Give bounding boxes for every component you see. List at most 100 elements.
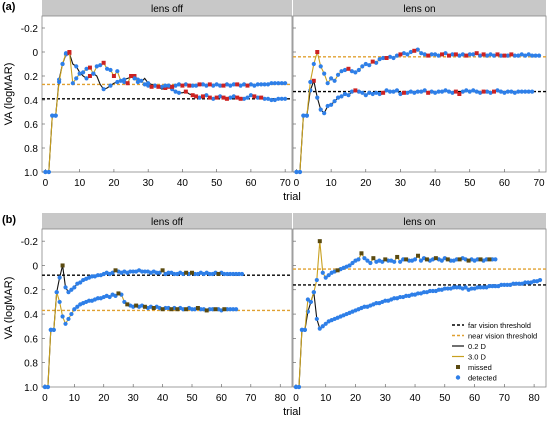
x-tick-label: 50 <box>464 178 476 189</box>
detected-point <box>72 285 77 290</box>
detected-point <box>241 96 247 101</box>
missed-point <box>346 66 351 71</box>
detected-point <box>394 88 400 93</box>
missed-point <box>151 306 156 310</box>
detected-point <box>325 103 330 109</box>
detected-point <box>523 89 528 94</box>
legend-label-detected: detected <box>468 374 497 383</box>
detected-point <box>443 51 448 56</box>
detected-point <box>464 88 469 93</box>
missed-point <box>371 256 376 261</box>
detected-point <box>484 53 490 58</box>
detected-point <box>367 90 372 95</box>
detected-point <box>362 256 367 261</box>
missed-point <box>235 95 240 100</box>
detected-point <box>320 324 325 329</box>
missed-point <box>453 52 458 57</box>
missed-point <box>142 304 147 309</box>
detected-point <box>146 83 151 88</box>
detected-point <box>329 76 334 81</box>
detected-point <box>511 281 516 286</box>
facet-strip <box>293 213 546 229</box>
detected-point <box>363 93 368 98</box>
y-tick-label: -0.2 <box>21 237 39 248</box>
missed-point <box>129 74 134 78</box>
missed-point <box>464 53 469 58</box>
missed-point <box>492 89 497 94</box>
detected-point <box>360 90 365 95</box>
detected-point <box>467 52 472 57</box>
missed-point <box>180 83 185 88</box>
legend-box <box>449 318 545 384</box>
detected-point <box>57 79 62 85</box>
detected-point <box>498 53 504 58</box>
missed-point <box>197 82 202 87</box>
y-tick-label: 0.4 <box>24 96 38 107</box>
detected-point <box>377 57 382 62</box>
x-tick-label: 0 <box>42 393 48 404</box>
y-tick-label: 0.2 <box>24 286 38 297</box>
detected-point <box>405 90 410 95</box>
detected-point <box>297 169 303 175</box>
missed-point <box>113 268 118 273</box>
missed-point <box>214 95 219 100</box>
missed-point <box>213 307 218 312</box>
detected-point <box>265 82 271 87</box>
detected-point <box>320 270 325 275</box>
detected-point <box>481 285 486 290</box>
x-tick-label: 20 <box>360 178 372 189</box>
detected-point <box>296 384 302 390</box>
detected-point <box>183 82 188 87</box>
detected-point <box>236 271 242 277</box>
detected-point <box>439 89 445 94</box>
missed-point <box>224 96 229 101</box>
missed-point <box>200 94 205 99</box>
detected-point <box>225 271 230 277</box>
legend-swatch <box>455 375 461 380</box>
detected-point <box>262 96 267 101</box>
detected-point <box>302 327 308 332</box>
detected-point <box>398 259 403 264</box>
detected-point <box>509 89 514 94</box>
missed-point <box>134 303 139 308</box>
detected-point <box>228 83 233 88</box>
missed-point <box>252 94 257 99</box>
detected-point <box>98 63 103 68</box>
detected-point <box>408 49 413 55</box>
x-tick-label: 10 <box>74 178 86 189</box>
detected-point <box>139 269 145 274</box>
detected-point <box>173 89 178 94</box>
detected-point <box>308 299 313 305</box>
detected-point <box>454 285 459 290</box>
detected-point <box>443 88 448 93</box>
x-axis-label: trial <box>283 406 301 418</box>
detected-point <box>460 52 465 57</box>
detected-point <box>315 95 320 100</box>
detected-point <box>63 285 68 290</box>
detected-point <box>91 71 96 76</box>
detected-point <box>231 94 236 99</box>
detected-point <box>429 89 434 94</box>
detected-point <box>370 91 375 97</box>
detected-point <box>488 52 493 57</box>
detected-point <box>241 82 247 87</box>
x-tick-label: 30 <box>395 178 407 189</box>
detected-point <box>69 287 74 292</box>
detected-point <box>490 284 495 289</box>
detected-point <box>408 89 413 94</box>
detected-point <box>265 96 271 101</box>
detected-point <box>86 298 92 303</box>
detected-point <box>214 82 219 87</box>
x-tick-label: 70 <box>499 393 511 404</box>
detected-point <box>498 89 504 94</box>
detected-point <box>356 89 361 94</box>
detected-point <box>530 53 535 58</box>
missed-point <box>495 52 500 57</box>
detected-point <box>115 69 120 74</box>
missed-point <box>87 74 92 78</box>
detected-point <box>77 71 82 76</box>
missed-point <box>445 257 450 262</box>
detected-point <box>314 277 319 283</box>
x-tick-label: 60 <box>245 178 257 189</box>
detected-point <box>293 384 299 390</box>
